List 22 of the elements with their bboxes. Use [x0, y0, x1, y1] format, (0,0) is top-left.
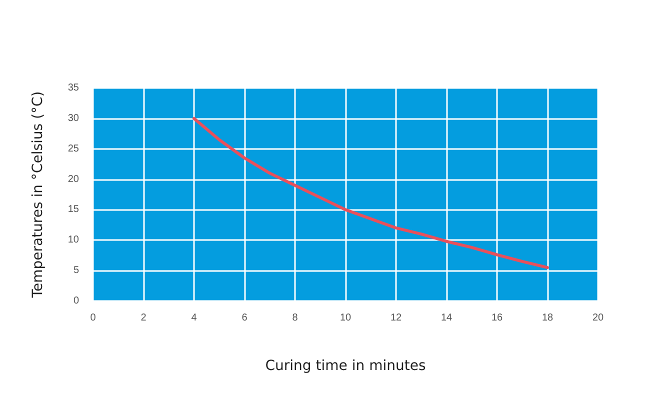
x-tick-label: 6 [242, 312, 248, 324]
x-axis-title: Curing time in minutes [265, 358, 426, 374]
x-tick-label: 18 [542, 312, 554, 324]
x-tick-label: 2 [140, 312, 147, 324]
x-tick-label: 0 [90, 312, 96, 324]
x-tick-label: 12 [390, 312, 402, 324]
y-tick-label: 0 [73, 296, 80, 306]
y-axis-title: Temperatures in °Celsius (°C) [30, 91, 46, 299]
x-tick-label: 20 [592, 312, 604, 324]
x-tick-label: 10 [340, 312, 352, 324]
y-tick-label: 10 [68, 234, 80, 246]
x-tick-label: 16 [491, 312, 503, 324]
y-tick-label: 5 [73, 265, 80, 276]
y-tick-label: 25 [68, 143, 80, 154]
line-series [192, 116, 549, 270]
x-tick-label: 14 [440, 312, 452, 324]
y-tick-label: 35 [68, 82, 80, 94]
x-tick-label: 4 [191, 312, 198, 324]
y-tick-label: 20 [68, 174, 80, 185]
x-tick-label: 8 [292, 312, 298, 324]
y-tick-label: 15 [68, 204, 80, 216]
y-tick-label: 30 [68, 112, 80, 124]
